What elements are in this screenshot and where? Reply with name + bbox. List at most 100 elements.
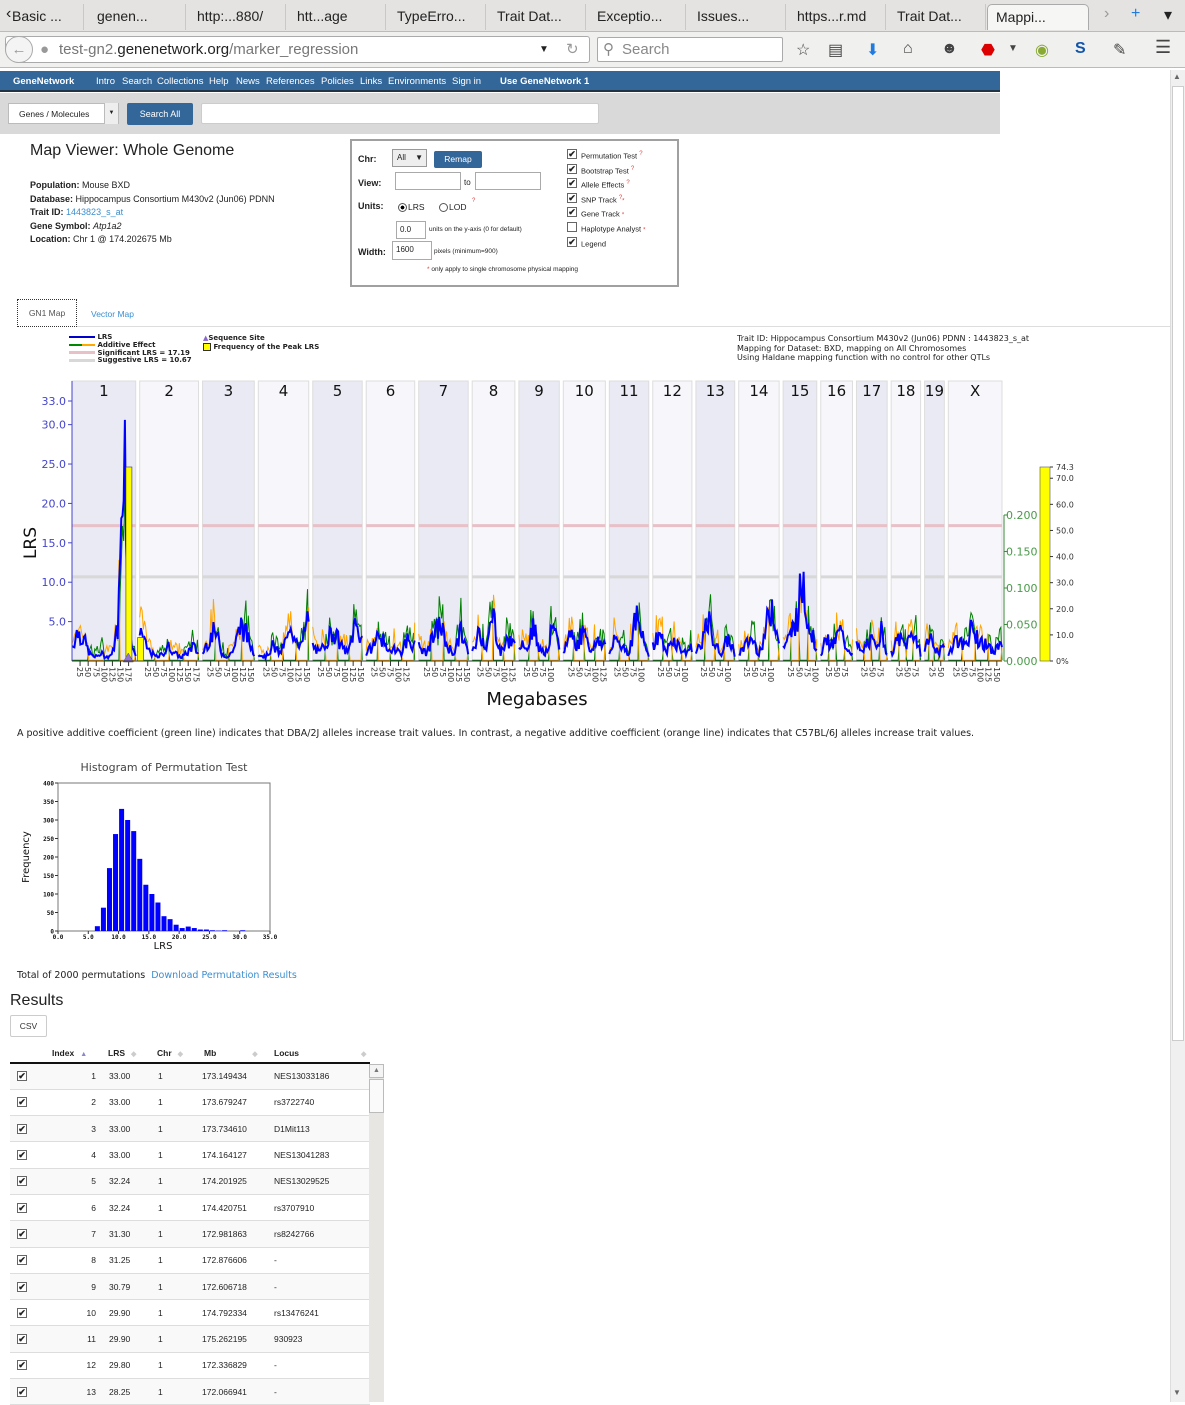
dropdown-icon[interactable]: ▼ <box>539 37 549 62</box>
row-checkbox[interactable]: ✔ <box>17 1282 27 1292</box>
search-all-button[interactable]: Search All <box>127 103 193 125</box>
browser-tab[interactable]: https...r.md <box>789 4 886 30</box>
browser-tab[interactable]: Exceptio... <box>589 4 686 30</box>
row-checkbox[interactable]: ✔ <box>17 1124 27 1134</box>
unit-lod-radio[interactable] <box>439 203 448 212</box>
adblock-menu-icon[interactable]: ▼ <box>1008 43 1018 54</box>
browser-tab[interactable]: Mappi... <box>987 4 1089 30</box>
row-checkbox[interactable]: ✔ <box>17 1071 27 1081</box>
col-lrs[interactable]: LRS◆ <box>100 1043 150 1063</box>
checkbox-permutation-test[interactable]: ✔ <box>567 149 577 159</box>
scroll-tabs-right-icon[interactable]: › <box>1104 5 1109 23</box>
scroll-up-icon[interactable]: ▲ <box>369 1064 384 1078</box>
remap-button[interactable]: Remap <box>434 151 482 168</box>
extension-icon[interactable]: ◉ <box>1035 40 1049 60</box>
nav-intro[interactable]: Intro <box>96 76 115 87</box>
browser-tab[interactable]: http:...880/ <box>189 4 286 30</box>
nav-references[interactable]: References <box>266 76 315 87</box>
checkbox-gene-track[interactable]: ✔ <box>567 207 577 217</box>
row-checkbox[interactable]: ✔ <box>17 1229 27 1239</box>
checkbox-snp-track[interactable]: ✔ <box>567 193 577 203</box>
nav-gn1[interactable]: Use GeneNetwork 1 <box>500 76 589 87</box>
nav-news[interactable]: News <box>236 76 260 87</box>
search-input[interactable] <box>201 103 599 124</box>
row-checkbox[interactable]: ✔ <box>17 1203 27 1213</box>
row-checkbox[interactable]: ✔ <box>17 1150 27 1160</box>
row-checkbox[interactable]: ✔ <box>17 1255 27 1265</box>
scroll-thumb[interactable] <box>369 1079 384 1113</box>
browser-tab[interactable]: Trait Dat... <box>889 4 986 30</box>
nav-help[interactable]: Help <box>209 76 229 87</box>
col-index[interactable]: Index▲ <box>52 1043 100 1063</box>
browser-tab[interactable]: TypeErro... <box>389 4 486 30</box>
checkbox-legend[interactable]: ✔ <box>567 237 577 247</box>
menu-icon[interactable]: ☰ <box>1155 37 1171 58</box>
browser-tab[interactable]: htt...age <box>289 4 386 30</box>
browser-tab[interactable]: Basic ... <box>4 4 84 30</box>
row-checkbox[interactable]: ✔ <box>17 1176 27 1186</box>
nav-search[interactable]: Search <box>122 76 152 87</box>
view-from-input[interactable] <box>395 172 461 190</box>
checkbox-allele-effects[interactable]: ✔ <box>567 178 577 188</box>
s-extension-icon[interactable]: S <box>1075 40 1086 58</box>
table-scrollbar[interactable]: ▲ <box>369 1064 384 1402</box>
row-checkbox[interactable]: ✔ <box>17 1097 27 1107</box>
width-input[interactable]: 1600 <box>392 241 432 260</box>
browser-tab[interactable]: genen... <box>89 4 186 30</box>
nav-sign-in[interactable]: Sign in <box>452 76 481 87</box>
download-permutations-link[interactable]: Download Permutation Results <box>151 970 297 981</box>
row-checkbox[interactable]: ✔ <box>17 1308 27 1318</box>
csv-button[interactable]: CSV <box>10 1015 47 1037</box>
adblock-icon[interactable]: ⬣ <box>981 40 995 60</box>
view-to-input[interactable] <box>475 172 541 190</box>
yaxis-units-input[interactable]: 0.0 <box>396 221 426 239</box>
nav-collections[interactable]: Collections <box>157 76 203 87</box>
scroll-thumb[interactable] <box>1172 86 1184 1041</box>
download-icon[interactable]: ⬇ <box>866 40 879 60</box>
category-select[interactable]: Genes / Molecules ▼ <box>8 103 119 124</box>
browser-tab[interactable]: Issues... <box>689 4 786 30</box>
row-checkbox[interactable]: ✔ <box>17 1360 27 1370</box>
tab-list-icon[interactable]: ▾ <box>1164 5 1172 25</box>
scroll-down-icon[interactable]: ▼ <box>1173 1388 1181 1397</box>
nav-policies[interactable]: Policies <box>321 76 354 87</box>
tab-gn1-map[interactable]: GN1 Map <box>17 299 77 327</box>
nav-links[interactable]: Links <box>360 76 382 87</box>
browser-tab[interactable]: Trait Dat... <box>489 4 586 30</box>
brand-link[interactable]: GeneNetwork <box>13 76 74 87</box>
home-icon[interactable]: ⌂ <box>903 40 913 58</box>
bookmark-star-icon[interactable]: ☆ <box>796 40 810 60</box>
browser-search-input[interactable]: ⚲ Search <box>597 37 783 62</box>
page-scrollbar[interactable]: ▲ ▼ <box>1170 70 1185 1402</box>
col-mb[interactable]: Mb◆ <box>196 1043 266 1063</box>
col-locus[interactable]: Locus◆ <box>266 1043 370 1063</box>
tab-vector-map[interactable]: Vector Map <box>91 309 134 319</box>
scroll-tabs-left-icon[interactable]: ‹ <box>6 5 11 23</box>
chr-select[interactable]: All▼ <box>392 149 427 167</box>
reading-list-icon[interactable]: ▤ <box>828 40 843 60</box>
new-tab-icon[interactable]: + <box>1131 5 1140 23</box>
unit-lrs-radio[interactable] <box>398 203 407 212</box>
checkbox-bootstrap-test[interactable]: ✔ <box>567 164 577 174</box>
back-icon[interactable]: ← <box>5 36 33 63</box>
trait-id-link[interactable]: 1443823_s_at <box>66 207 123 217</box>
row-checkbox[interactable]: ✔ <box>17 1334 27 1344</box>
row-checkbox[interactable]: ✔ <box>17 1387 27 1397</box>
reload-icon[interactable]: ↻ <box>566 37 579 62</box>
checkbox-haplotype-analyst[interactable] <box>567 222 577 232</box>
scroll-up-icon[interactable]: ▲ <box>1173 72 1181 81</box>
notes-icon[interactable]: ✎ <box>1113 40 1126 60</box>
